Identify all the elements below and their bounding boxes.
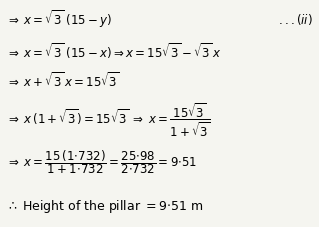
- Text: $\Rightarrow\;x = \sqrt{3}\;(15-x)\Rightarrow x=15\sqrt{3}-\sqrt{3}\,x$: $\Rightarrow\;x = \sqrt{3}\;(15-x)\Right…: [6, 41, 222, 61]
- Text: $\therefore\;$Height of the pillar $=9{\cdot}51$ m: $\therefore\;$Height of the pillar $=9{\…: [6, 198, 204, 215]
- Text: $\Rightarrow\;x\,(1+\sqrt{3})=15\sqrt{3}\;\Rightarrow\;x=\dfrac{15\sqrt{3}}{1+\s: $\Rightarrow\;x\,(1+\sqrt{3})=15\sqrt{3}…: [6, 102, 211, 139]
- Text: $\Rightarrow\;x=\dfrac{15\,(1{\cdot}732)}{1+1{\cdot}732}=\dfrac{25{\cdot}98}{2{\: $\Rightarrow\;x=\dfrac{15\,(1{\cdot}732)…: [6, 148, 197, 176]
- Text: $\Rightarrow\;x+\sqrt{3}\,x=15\sqrt{3}$: $\Rightarrow\;x+\sqrt{3}\,x=15\sqrt{3}$: [6, 71, 120, 90]
- Text: $...(ii)$: $...(ii)$: [278, 12, 312, 27]
- Text: $\Rightarrow\;x = \sqrt{3}\;(15-y)$: $\Rightarrow\;x = \sqrt{3}\;(15-y)$: [6, 8, 112, 30]
